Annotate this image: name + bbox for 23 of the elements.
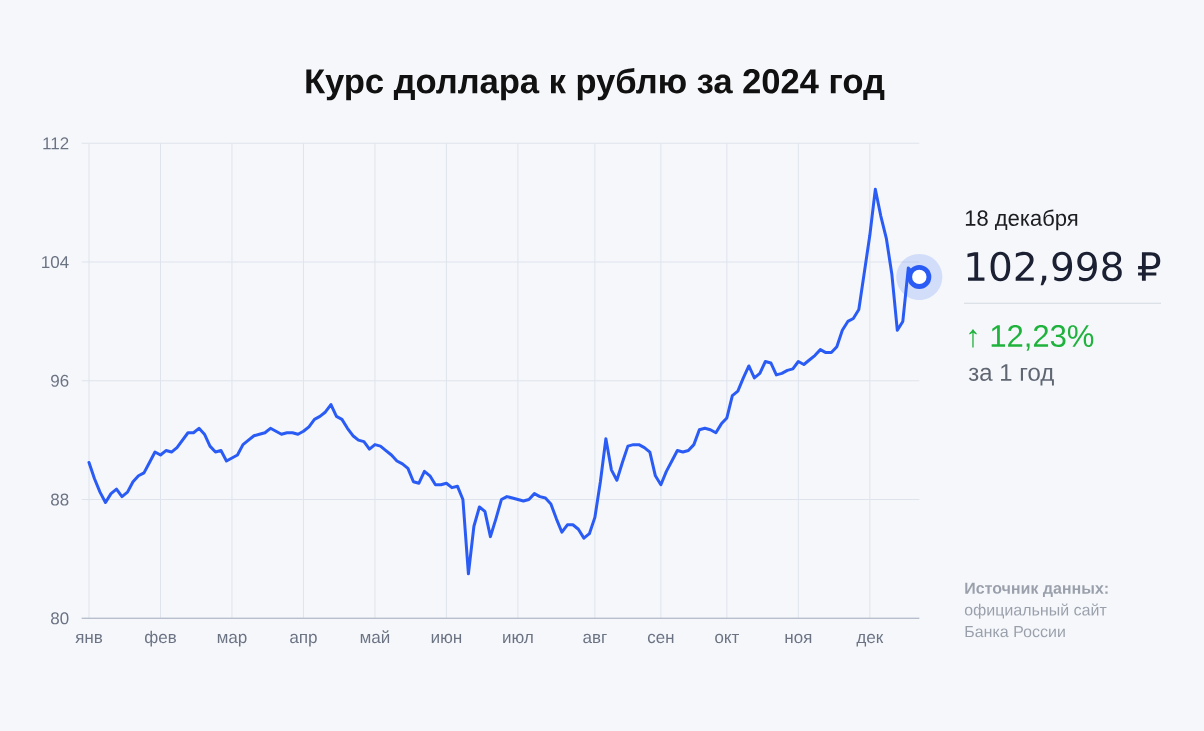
text: 18 декабря bbox=[965, 209, 1078, 231]
y-tick-label: 80 bbox=[51, 612, 69, 625]
y-tick-label: 112 bbox=[43, 137, 69, 150]
text: за 1 год bbox=[968, 364, 1054, 386]
y-tick-label: 104 bbox=[42, 256, 69, 269]
x-tick-label: май bbox=[360, 630, 390, 644]
x-tick-label: сен bbox=[647, 633, 674, 644]
x-tick-label: мар bbox=[217, 633, 247, 647]
chart-title: Курс доллара к рублю за 2024 год bbox=[306, 67, 885, 101]
text: Источник данных: официальный сайт Банка России bbox=[964, 582, 1108, 638]
x-tick-label: ноя bbox=[785, 633, 812, 644]
x-tick-label: фев bbox=[144, 630, 176, 647]
x-tick-label: авг bbox=[583, 633, 607, 644]
x-tick-label: окт bbox=[715, 633, 739, 644]
x-tick-label: янв bbox=[75, 634, 103, 643]
text: ↑ 12,23% bbox=[969, 325, 1094, 351]
text: 102,998 ₽ bbox=[967, 251, 1161, 286]
x-tick-label: дек bbox=[856, 633, 884, 647]
y-tick-label: 96 bbox=[51, 374, 69, 387]
y-tick-label: 88 bbox=[51, 493, 69, 506]
x-tick-label: июл bbox=[503, 633, 533, 644]
x-tick-label: апр bbox=[290, 633, 317, 647]
x-tick-label: июн bbox=[431, 633, 462, 644]
